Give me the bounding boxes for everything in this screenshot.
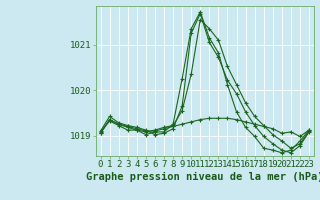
X-axis label: Graphe pression niveau de la mer (hPa): Graphe pression niveau de la mer (hPa) [86, 172, 320, 182]
